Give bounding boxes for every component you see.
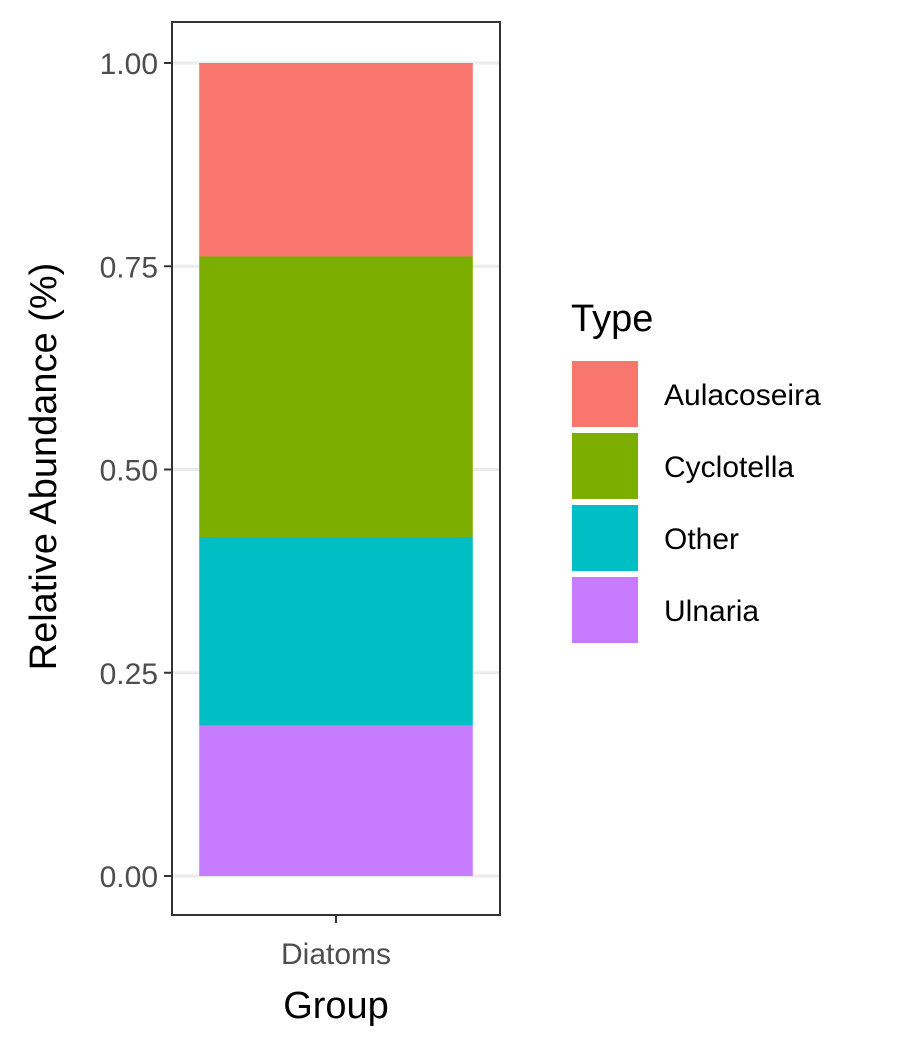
bar-segment-cyclotella — [199, 256, 473, 537]
y-tick-label: 0.75 — [100, 251, 158, 284]
legend-label: Other — [664, 523, 739, 556]
y-tick-label: 1.00 — [100, 48, 158, 81]
bar-segments — [199, 63, 473, 876]
bar-segment-ulnaria — [199, 725, 473, 876]
x-axis: Diatoms — [281, 915, 391, 971]
legend-key-aulacoseira — [572, 361, 638, 427]
x-axis-title: Group — [283, 985, 389, 1027]
bar-segment-other — [199, 536, 473, 726]
legend-label: Cyclotella — [664, 451, 794, 484]
legend: Type Aulacoseira Cyclotella Other Ulnaria — [571, 298, 821, 643]
legend-key-other — [572, 505, 638, 571]
x-tick-label: Diatoms — [281, 938, 391, 971]
y-tick-label: 0.25 — [100, 658, 158, 691]
y-tick-label: 0.00 — [100, 861, 158, 894]
legend-title: Type — [571, 298, 653, 340]
y-tick-label: 0.50 — [100, 455, 158, 488]
bar-segment-aulacoseira — [199, 63, 473, 257]
legend-key-cyclotella — [572, 433, 638, 499]
legend-key-ulnaria — [572, 577, 638, 643]
legend-label: Aulacoseira — [664, 379, 821, 412]
legend-label: Ulnaria — [664, 595, 759, 628]
y-axis-title: Relative Abundance (%) — [23, 263, 65, 671]
y-axis: 0.00 0.25 0.50 0.75 1.00 — [100, 48, 172, 894]
